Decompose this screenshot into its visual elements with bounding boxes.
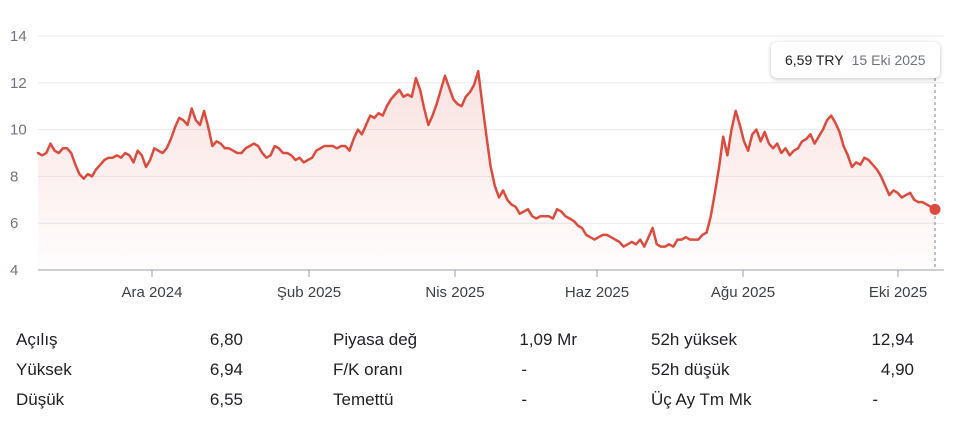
stats-row: Yüksek 6,94 F/K oranı - 52h düşük 4,90: [0, 356, 960, 384]
stat-value-avg-volume: -: [872, 390, 878, 409]
price-line: [36, 69, 937, 248]
price-chart[interactable]: 14 12 10 8 6 4 Ara 2024 Şub 2025 Nis 2025 Haz 202…: [0, 0, 960, 310]
stat-value-52w-high: 12,94: [871, 330, 914, 349]
stat-value-pe-ratio: -: [521, 360, 527, 379]
x-tick-label: Şub 2025: [277, 284, 341, 301]
stat-value-open: 6,80: [209, 330, 243, 349]
y-tick-label: 12: [10, 75, 27, 92]
stat-label-open: Açılış: [16, 330, 58, 349]
tooltip-price: 6,59 TRY: [785, 52, 844, 68]
stat-label-52w-low: 52h düşük: [651, 360, 730, 379]
x-tick-label: Nis 2025: [425, 284, 484, 301]
x-tick-label: Ağu 2025: [711, 284, 775, 301]
y-tick-label: 10: [10, 122, 27, 139]
stat-value-market-cap: 1,09 Mr: [519, 330, 577, 349]
price-tooltip: 6,59 TRY 15 Eki 2025: [771, 42, 940, 78]
y-tick-label: 8: [10, 168, 18, 185]
y-tick-label: 6: [10, 215, 18, 232]
stats-row: Açılış 6,80 Piyasa değ 1,09 Mr 52h yükse…: [0, 326, 960, 354]
y-tick-label: 4: [10, 262, 18, 279]
stat-label-dividend: Temettü: [333, 390, 394, 409]
stat-value-52w-low: 4,90: [880, 360, 914, 379]
stat-value-dividend: -: [521, 390, 527, 409]
stat-label-market-cap: Piyasa değ: [333, 330, 418, 349]
stat-label-low: Düşük: [16, 390, 65, 409]
x-tick-label: Eki 2025: [869, 284, 927, 301]
x-tick-label: Ara 2024: [122, 284, 183, 301]
current-price-dot: [929, 203, 941, 215]
stat-label-avg-volume: Üç Ay Tm Mk: [651, 390, 752, 409]
stat-label-pe-ratio: F/K oranı: [333, 360, 403, 379]
stat-label-high: Yüksek: [16, 360, 72, 379]
price-area-fill: [38, 71, 935, 270]
stat-value-high: 6,94: [209, 360, 243, 379]
tooltip-date: 15 Eki 2025: [851, 52, 926, 68]
stats-row: Düşük 6,55 Temettü - Üç Ay Tm Mk -: [0, 386, 960, 414]
x-tick-label: Haz 2025: [565, 284, 629, 301]
stat-label-52w-high: 52h yüksek: [651, 330, 737, 349]
y-tick-label: 14: [10, 28, 27, 45]
stat-value-low: 6,55: [209, 390, 243, 409]
